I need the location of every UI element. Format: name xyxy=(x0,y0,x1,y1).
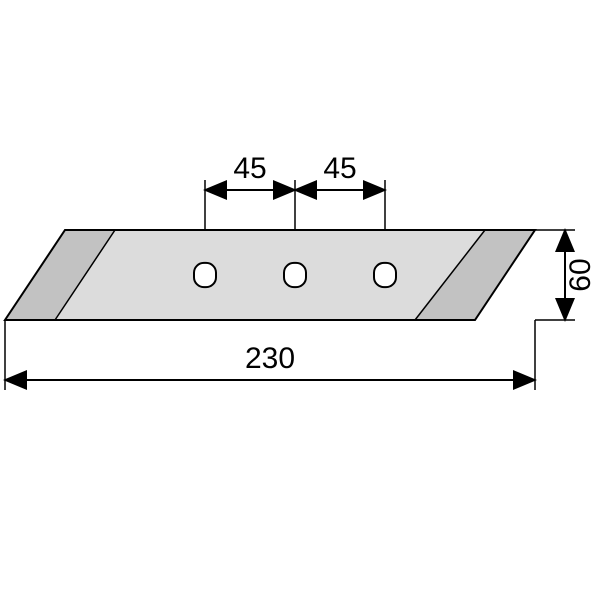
dimension-value: 45 xyxy=(233,152,266,185)
dimension-value: 45 xyxy=(323,152,356,185)
dimension-value: 230 xyxy=(245,342,295,375)
mounting-hole xyxy=(284,263,306,287)
dimension-drawing: 45 45 230 60 xyxy=(0,0,600,600)
dimension-value: 60 xyxy=(564,258,597,291)
mounting-hole xyxy=(374,263,396,287)
mounting-hole xyxy=(194,263,216,287)
